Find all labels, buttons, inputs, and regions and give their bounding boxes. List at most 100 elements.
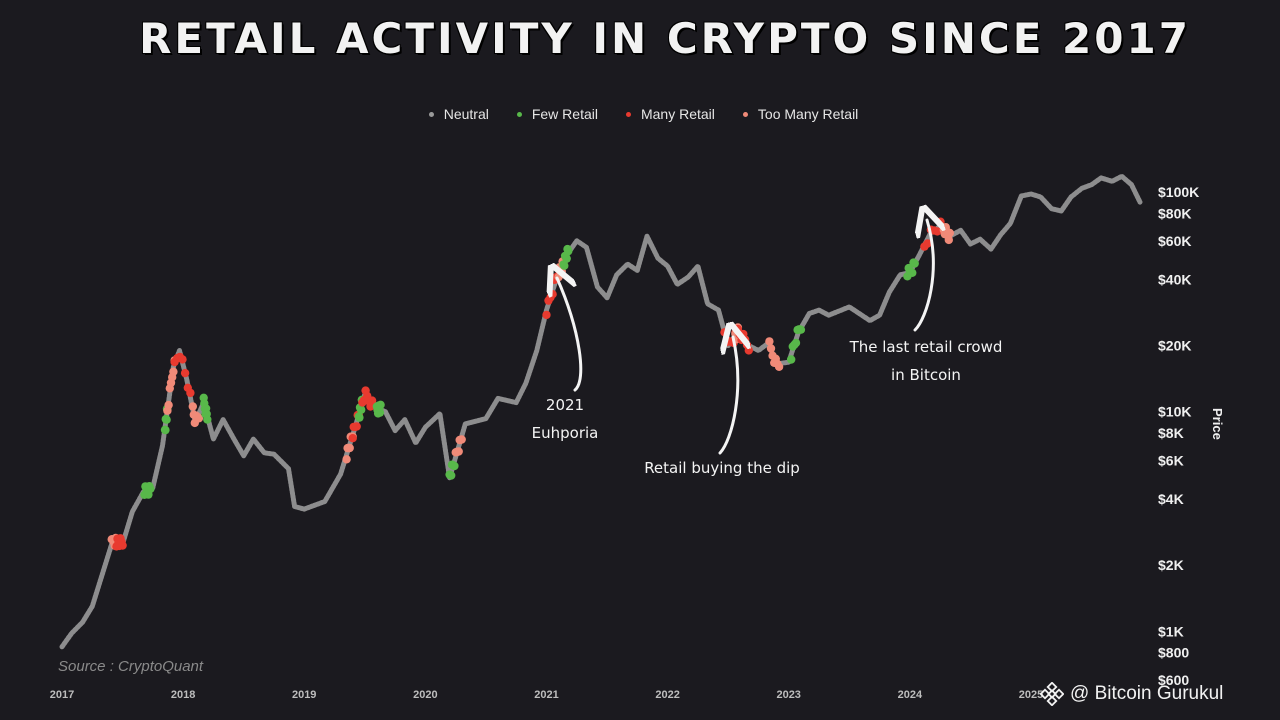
y-axis: $100K $80K $60K $40K $20K $10K $8K $6K $4K $2K $1K… bbox=[1158, 184, 1199, 688]
y-tick-label: $6K bbox=[1158, 452, 1184, 468]
retail-point bbox=[765, 337, 774, 346]
legend-marker-many-retail bbox=[625, 111, 631, 117]
retail-point bbox=[345, 443, 354, 453]
highlight-few-retail bbox=[903, 258, 919, 281]
chart-legend: Neutral Few Retail Many Retail Too Many … bbox=[0, 106, 1280, 122]
retail-point bbox=[944, 235, 953, 245]
annotation: The last retail crowd in Bitcoin bbox=[849, 220, 1002, 384]
highlight-few-retail bbox=[559, 244, 573, 270]
highlight-few-retail bbox=[140, 482, 155, 499]
source-credit: Source : CryptoQuant bbox=[58, 658, 204, 675]
x-tick-label: 2019 bbox=[292, 689, 316, 701]
y-tick-label: $20K bbox=[1158, 338, 1191, 354]
price-path-layer bbox=[59, 173, 1143, 650]
retail-point bbox=[542, 310, 551, 320]
legend-item-few-retail[interactable]: Few Retail bbox=[516, 106, 598, 122]
retail-point bbox=[352, 422, 361, 431]
highlight-many-retail bbox=[358, 386, 377, 411]
retail-point bbox=[375, 408, 385, 417]
retail-point bbox=[188, 402, 197, 411]
legend-item-too-many-retail[interactable]: Too Many Retail bbox=[742, 106, 858, 122]
retail-point bbox=[450, 461, 459, 471]
x-tick-label: 2020 bbox=[413, 689, 437, 701]
neutral-price-trace bbox=[59, 173, 1143, 650]
x-tick-label: 2025 bbox=[1019, 689, 1043, 701]
retail-point bbox=[548, 290, 557, 299]
retail-point bbox=[564, 246, 573, 256]
annotation-arrow bbox=[557, 278, 583, 392]
legend-label-few-retail: Few Retail bbox=[531, 106, 598, 122]
retail-point bbox=[766, 344, 776, 353]
y-tick-label: $4K bbox=[1158, 491, 1184, 507]
highlight-too-many-retail bbox=[765, 337, 784, 371]
watermark: @ Bitcoin Gurukul bbox=[1040, 682, 1223, 706]
retail-point bbox=[454, 447, 463, 456]
legend-item-many-retail[interactable]: Many Retail bbox=[625, 106, 715, 122]
retail-point bbox=[562, 254, 571, 263]
retail-point bbox=[178, 355, 187, 364]
retail-point bbox=[457, 435, 466, 444]
retail-point bbox=[787, 355, 796, 364]
x-tick-label: 2018 bbox=[171, 689, 195, 701]
y-tick-label: $1K bbox=[1158, 623, 1184, 639]
x-tick-label: 2023 bbox=[776, 689, 800, 701]
retail-point bbox=[945, 228, 954, 238]
annotation-text: Euhporia bbox=[532, 424, 599, 442]
retail-point bbox=[164, 400, 173, 410]
y-tick-label: $8K bbox=[1158, 425, 1184, 441]
retail-point bbox=[162, 415, 171, 424]
chart-title: Retail Activity in Crypto Since 2017 bbox=[139, 14, 1191, 63]
retail-point bbox=[357, 405, 366, 414]
annotation-arrow bbox=[718, 337, 738, 455]
retail-point bbox=[447, 471, 456, 480]
x-tick-label: 2024 bbox=[898, 689, 923, 701]
y-tick-label: $10K bbox=[1158, 404, 1191, 420]
highlight-too-many-retail bbox=[939, 223, 954, 245]
retail-point bbox=[161, 425, 170, 435]
retail-point bbox=[367, 396, 377, 405]
annotation-layer: 2021 Euhporia Retail buying the dip The las… bbox=[532, 220, 1002, 477]
retail-point bbox=[118, 541, 127, 550]
binance-icon bbox=[1040, 682, 1064, 706]
annotation-text: Retail buying the dip bbox=[644, 459, 800, 477]
retail-point bbox=[169, 367, 178, 376]
retail-point bbox=[194, 414, 204, 423]
y-tick-label: $80K bbox=[1158, 205, 1191, 221]
annotation-text: in Bitcoin bbox=[891, 366, 961, 384]
retail-point bbox=[376, 400, 385, 409]
retail-point bbox=[348, 434, 357, 443]
retail-point bbox=[774, 362, 784, 371]
retail-point bbox=[203, 415, 212, 424]
watermark-text: @ Bitcoin Gurukul bbox=[1070, 683, 1224, 704]
highlight-few-retail bbox=[199, 393, 212, 424]
retail-point bbox=[791, 338, 801, 348]
retail-point bbox=[744, 346, 753, 355]
retail-point bbox=[146, 484, 155, 494]
x-tick-label: 2017 bbox=[50, 689, 74, 701]
annotation-text: 2021 bbox=[546, 396, 584, 414]
retail-point bbox=[180, 368, 190, 378]
y-tick-label: $100K bbox=[1158, 184, 1199, 200]
x-axis: 2017 2018 2019 2020 2021 2022 2023 2024 2025 bbox=[50, 689, 1043, 701]
retail-highlight-layer bbox=[107, 217, 954, 551]
highlight-too-many-retail bbox=[163, 356, 179, 415]
x-tick-label: 2022 bbox=[655, 689, 679, 701]
retail-point bbox=[796, 325, 806, 334]
retail-point bbox=[910, 259, 919, 268]
retail-point bbox=[355, 413, 364, 422]
y-tick-label: $2K bbox=[1158, 557, 1184, 573]
y-tick-label: $60K bbox=[1158, 233, 1191, 249]
highlight-few-retail bbox=[787, 325, 806, 364]
highlight-few-retail bbox=[445, 460, 459, 480]
annotation: Retail buying the dip bbox=[644, 337, 800, 477]
highlight-many-retail bbox=[170, 352, 195, 398]
highlight-few-retail bbox=[372, 400, 385, 418]
x-tick-label: 2021 bbox=[534, 689, 558, 701]
retail-point bbox=[720, 328, 729, 337]
retail-point bbox=[908, 268, 917, 277]
legend-item-neutral[interactable]: Neutral bbox=[428, 106, 489, 122]
annotation: 2021 Euhporia bbox=[532, 278, 599, 442]
retail-point bbox=[342, 455, 351, 464]
highlight-many-retail bbox=[112, 534, 127, 551]
